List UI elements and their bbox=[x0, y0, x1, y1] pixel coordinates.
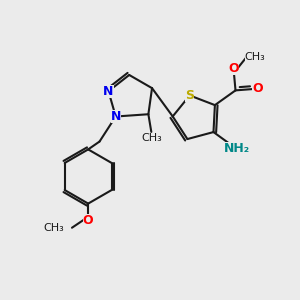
Text: O: O bbox=[83, 214, 94, 227]
Text: CH₃: CH₃ bbox=[141, 133, 162, 143]
Text: N: N bbox=[103, 85, 114, 98]
Text: O: O bbox=[229, 62, 239, 75]
Text: NH₂: NH₂ bbox=[224, 142, 250, 155]
Text: CH₃: CH₃ bbox=[43, 223, 64, 233]
Text: N: N bbox=[110, 110, 121, 123]
Text: S: S bbox=[185, 89, 194, 102]
Text: O: O bbox=[252, 82, 263, 95]
Text: CH₃: CH₃ bbox=[245, 52, 266, 62]
